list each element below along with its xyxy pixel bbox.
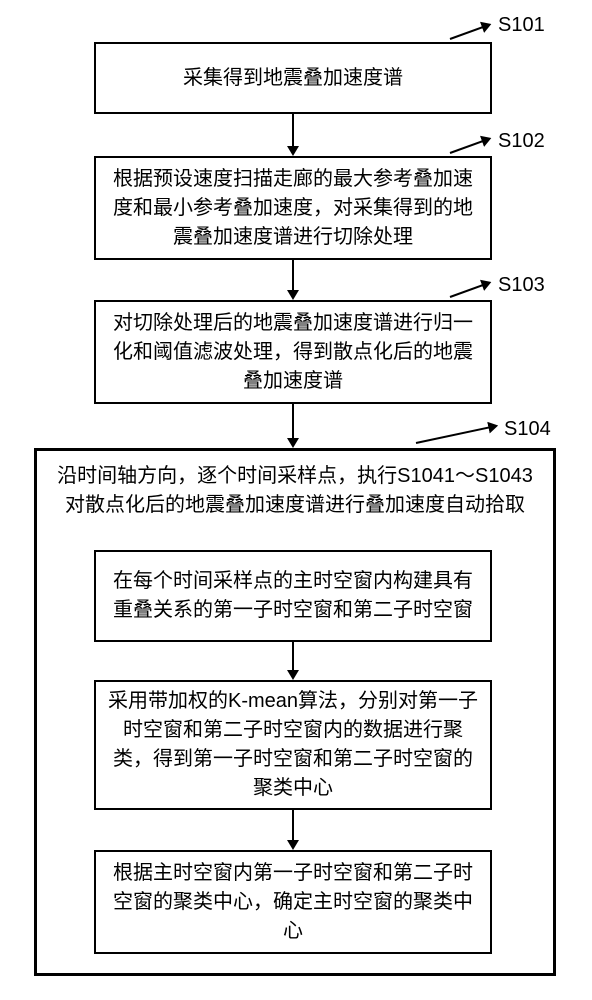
step-text: 对切除处理后的地震叠加速度谱进行归一化和阈值滤波处理，得到散点化后的地震叠加速度…	[106, 309, 480, 396]
step-text: 在每个时间采样点的主时空窗内构建具有重叠关系的第一子时空窗和第二子时空窗	[106, 567, 480, 625]
label-s104: S104	[504, 418, 551, 441]
flowchart-canvas: S101 S102 S103 S104 S1041 S1042 S1043 采集…	[0, 0, 592, 1000]
leader-s104	[416, 425, 497, 444]
leader-s101	[450, 24, 490, 40]
step-box-s102: 根据预设速度扫描走廊的最大参考叠加速度和最小参考叠加速度，对采集得到的地震叠加速…	[94, 156, 492, 260]
arrow-42-43	[292, 810, 294, 848]
step-text: 采用带加权的K-mean算法，分别对第一子时空窗和第二子时空窗内的数据进行聚类，…	[106, 687, 480, 803]
step-box-s1043: 根据主时空窗内第一子时空窗和第二子时空窗的聚类中心，确定主时空窗的聚类中心	[94, 850, 492, 954]
step-text: 根据主时空窗内第一子时空窗和第二子时空窗的聚类中心，确定主时空窗的聚类中心	[106, 859, 480, 946]
step-text: 采集得到地震叠加速度谱	[183, 64, 403, 93]
arrow-2-3	[292, 260, 294, 298]
label-s103: S103	[498, 274, 545, 297]
step-text: 根据预设速度扫描走廊的最大参考叠加速度和最小参考叠加速度，对采集得到的地震叠加速…	[106, 165, 480, 252]
step-box-s1041: 在每个时间采样点的主时空窗内构建具有重叠关系的第一子时空窗和第二子时空窗	[94, 550, 492, 642]
step-box-s1042: 采用带加权的K-mean算法，分别对第一子时空窗和第二子时空窗内的数据进行聚类，…	[94, 680, 492, 810]
container-intro-text: 沿时间轴方向，逐个时间采样点，执行S1041～S1043对散点化后的地震叠加速度…	[54, 462, 536, 520]
label-s101: S101	[498, 14, 545, 37]
leader-s103	[450, 282, 490, 298]
arrow-41-42	[292, 642, 294, 678]
arrow-3-4	[292, 404, 294, 446]
label-s102: S102	[498, 130, 545, 153]
arrow-1-2	[292, 114, 294, 154]
step-box-s101: 采集得到地震叠加速度谱	[94, 42, 492, 114]
step-box-s103: 对切除处理后的地震叠加速度谱进行归一化和阈值滤波处理，得到散点化后的地震叠加速度…	[94, 300, 492, 404]
leader-s102	[450, 138, 490, 154]
